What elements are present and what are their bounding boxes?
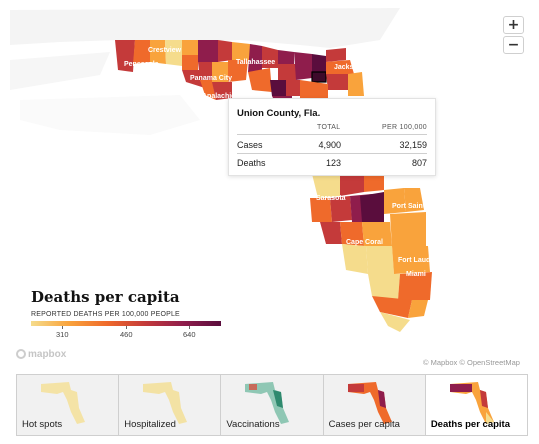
county-st-johns [348, 72, 364, 96]
mapbox-logo[interactable]: mapbox [16, 349, 66, 360]
county-hamilton [278, 50, 294, 64]
county-clay [326, 74, 348, 90]
city-label-fort-lauderdale: Fort Lauderdale [398, 257, 451, 264]
florida-thumbnail-icon [143, 382, 188, 424]
city-label-crestview: Crestview [148, 47, 182, 54]
city-label-sarasota: Sarasota [316, 195, 346, 202]
thumb-label: Hot spots [22, 419, 63, 430]
thumb-hot-spots[interactable]: Hot spots [17, 375, 120, 435]
tooltip-row-total: 4,900 [318, 140, 341, 150]
tooltip-title: Union County, Fla. [237, 108, 321, 119]
county-okaloosa [150, 40, 166, 64]
city-label-tallahassee: Tallahassee [236, 59, 275, 66]
tooltip-row-per100k: 32,159 [399, 140, 427, 150]
city-label-apalachicola: Apalachicola [202, 93, 245, 100]
legend-tick-label: 460 [120, 330, 133, 339]
thumb-label: Vaccinations [226, 419, 280, 430]
florida-thumbnail-icon [41, 382, 85, 424]
zoom-in-button[interactable]: + [503, 16, 524, 34]
county-wakulla [228, 60, 248, 82]
county-leon [232, 42, 250, 60]
county-nassau [326, 48, 346, 62]
legend-title: Deaths per capita [31, 288, 180, 306]
mapbox-logo-icon [16, 349, 26, 359]
tooltip-row-total: 123 [325, 158, 341, 168]
city-label-port-saint-lucie: Port Saint Lucie [392, 203, 445, 210]
county-calhoun [198, 62, 212, 80]
map-view-selector: Hot spots Hospitalized Vaccinations Case… [16, 374, 528, 436]
florida-thumbnail-icon [245, 382, 290, 424]
county-jefferson [248, 44, 262, 72]
county-madison [262, 46, 278, 68]
legend-subtitle: REPORTED DEATHS PER 100,000 PEOPLE [31, 311, 180, 318]
city-label-cape-coral: Cape Coral [346, 239, 383, 246]
zoom-out-button[interactable]: − [503, 36, 524, 54]
county-highlands [360, 192, 384, 222]
legend-color-bar [31, 321, 221, 326]
county-holmes [182, 40, 198, 55]
florida-thumbnail-icon [347, 382, 392, 424]
county-columbia [294, 52, 312, 80]
county-walton [165, 40, 182, 66]
map-area[interactable]: Crestview Pensacola Tallahassee Panama C… [0, 0, 539, 370]
tooltip-divider [237, 134, 427, 135]
florida-thumbnail-icon [449, 382, 494, 424]
county-santa-rosa [133, 40, 150, 64]
tooltip-row-label: Cases [237, 140, 263, 150]
county-baker [312, 54, 326, 72]
tooltip-col-per100k: PER 100,000 [382, 124, 427, 131]
county-suwannee [278, 64, 296, 80]
florida-map[interactable]: Crestview Pensacola Tallahassee Panama C… [0, 0, 539, 370]
tooltip-row-label: Deaths [237, 158, 266, 168]
city-label-miami: Miami [406, 271, 426, 278]
mapbox-logo-text: mapbox [28, 349, 67, 360]
thumb-vaccinations[interactable]: Vaccinations [221, 375, 324, 435]
county-duval [326, 60, 354, 74]
thumb-label: Cases per capita [328, 419, 400, 430]
county-gadsden [218, 40, 232, 62]
county-taylor [248, 68, 272, 92]
legend-tick [126, 326, 127, 329]
thumb-label: Deaths per capita [430, 419, 511, 430]
thumb-deaths-per-capita[interactable]: Deaths per capita [425, 375, 528, 435]
county-gulf [200, 80, 216, 100]
map-attribution[interactable]: © Mapbox © OpenStreetMap [423, 358, 520, 367]
county-lafayette [270, 80, 286, 96]
thumb-label: Hospitalized [124, 419, 176, 430]
county-escambia [115, 40, 135, 72]
tooltip-col-total: TOTAL [317, 124, 341, 131]
county-gilchrist [286, 80, 300, 96]
county-bay [182, 70, 205, 88]
florida-peninsula[interactable] [310, 170, 432, 332]
county-franklin [212, 82, 232, 100]
city-label-panama-city: Panama City [190, 75, 232, 82]
legend-tick-label: 310 [56, 330, 69, 339]
legend-tick [62, 326, 63, 329]
county-liberty [212, 62, 228, 82]
tooltip-divider [237, 153, 427, 154]
county-union [311, 71, 327, 83]
city-label-pensacola: Pensacola [124, 61, 159, 68]
legend-tick [189, 326, 190, 329]
legend-tick-label: 640 [183, 330, 196, 339]
thumb-cases-per-capita[interactable]: Cases per capita [323, 375, 426, 435]
county-washington [182, 55, 198, 70]
county-tooltip: Union County, Fla. TOTAL PER 100,000 Cas… [228, 98, 436, 176]
county-jackson [198, 40, 218, 62]
tooltip-row-per100k: 807 [411, 158, 427, 168]
thumb-hospitalized[interactable]: Hospitalized [119, 375, 222, 435]
city-label-jacksonville: Jacksonville [334, 64, 376, 71]
